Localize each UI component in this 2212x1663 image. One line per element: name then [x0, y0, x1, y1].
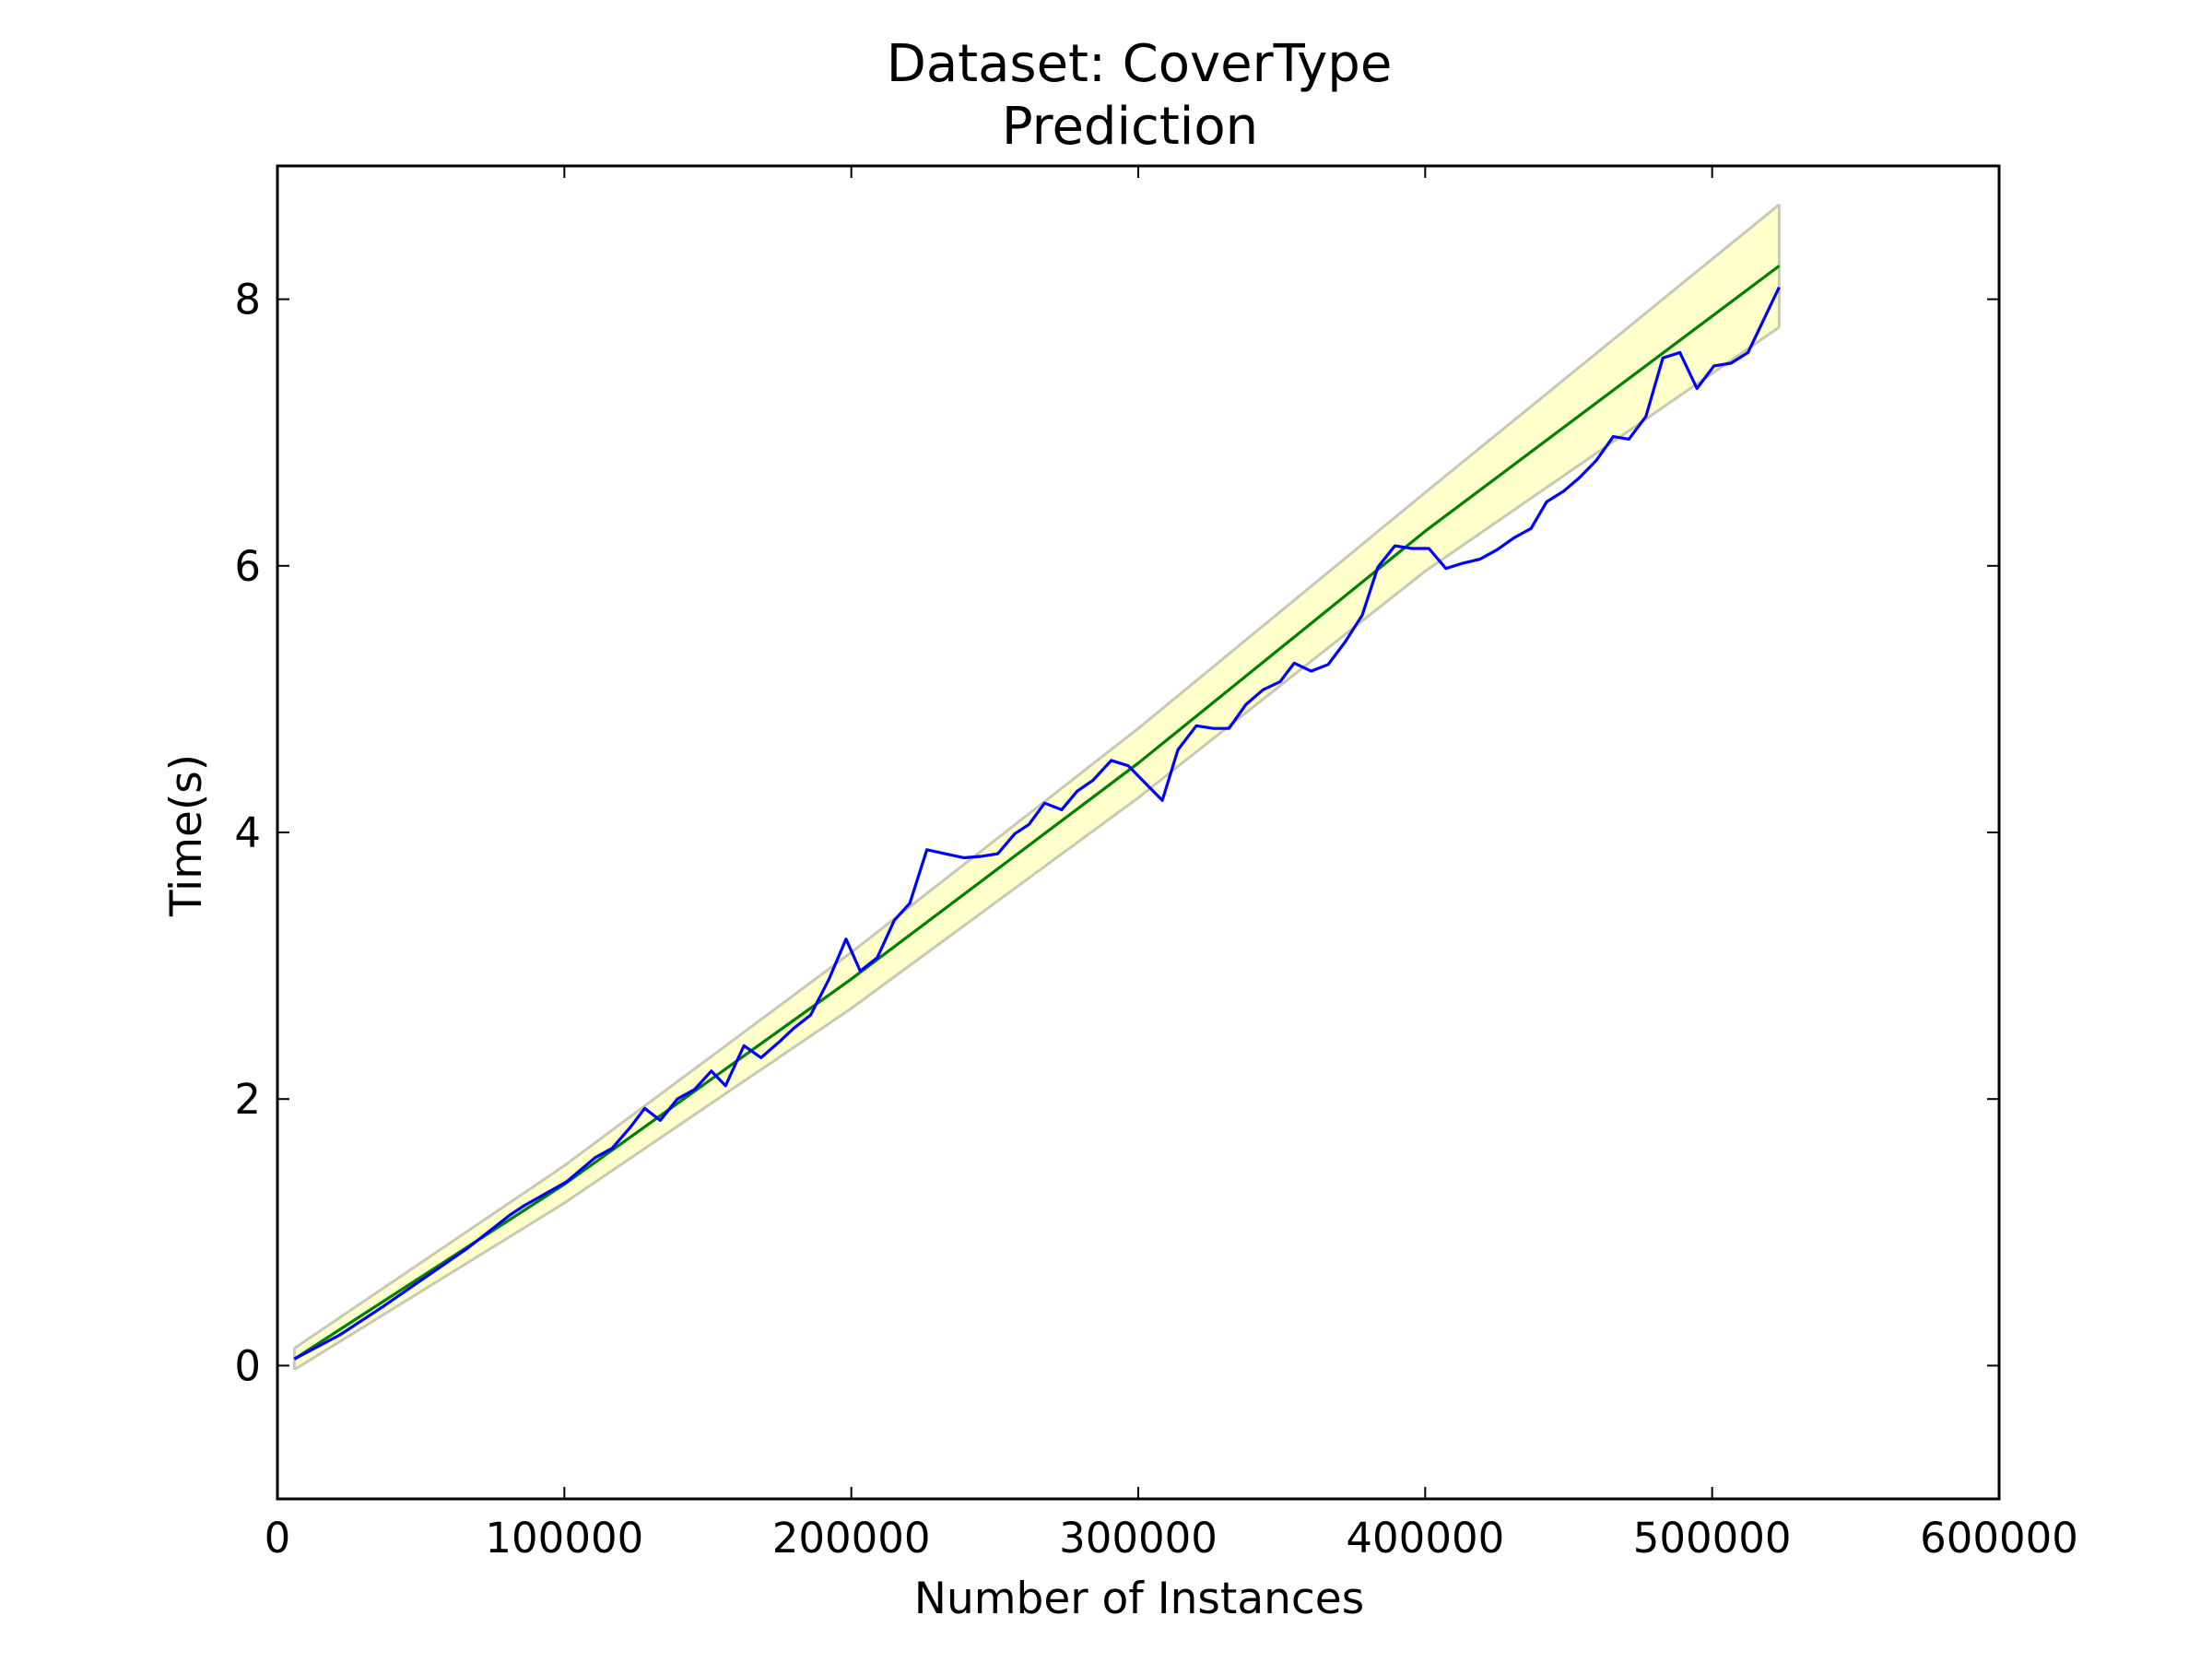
x-axis-label: Number of Instances — [914, 1574, 1364, 1624]
x-tick-label: 100000 — [485, 1514, 643, 1563]
x-tick-label: 500000 — [1633, 1514, 1792, 1563]
x-tick-label: 200000 — [772, 1514, 931, 1563]
y-tick-label: 8 — [234, 276, 261, 324]
y-tick-label: 4 — [234, 808, 261, 857]
y-tick-label: 6 — [234, 542, 261, 591]
chart-title: Dataset: CoverType — [887, 34, 1393, 94]
x-tick-label: 600000 — [1920, 1514, 2078, 1563]
plot-frame — [276, 164, 2001, 1501]
y-tick-label: 0 — [234, 1341, 261, 1390]
band-edge — [293, 325, 1781, 1372]
y-tick-label: 2 — [234, 1075, 261, 1124]
x-tick-label: 0 — [265, 1514, 291, 1563]
data-line — [293, 286, 1781, 1361]
x-tick-label: 400000 — [1346, 1514, 1504, 1563]
chart-subtitle: Prediction — [1002, 97, 1258, 157]
band-edge — [293, 203, 1781, 1350]
y-axis-label: Time(s) — [161, 754, 212, 917]
confidence-band — [294, 204, 1780, 1370]
x-tick-label: 300000 — [1059, 1514, 1218, 1563]
data-line — [293, 265, 1781, 1361]
